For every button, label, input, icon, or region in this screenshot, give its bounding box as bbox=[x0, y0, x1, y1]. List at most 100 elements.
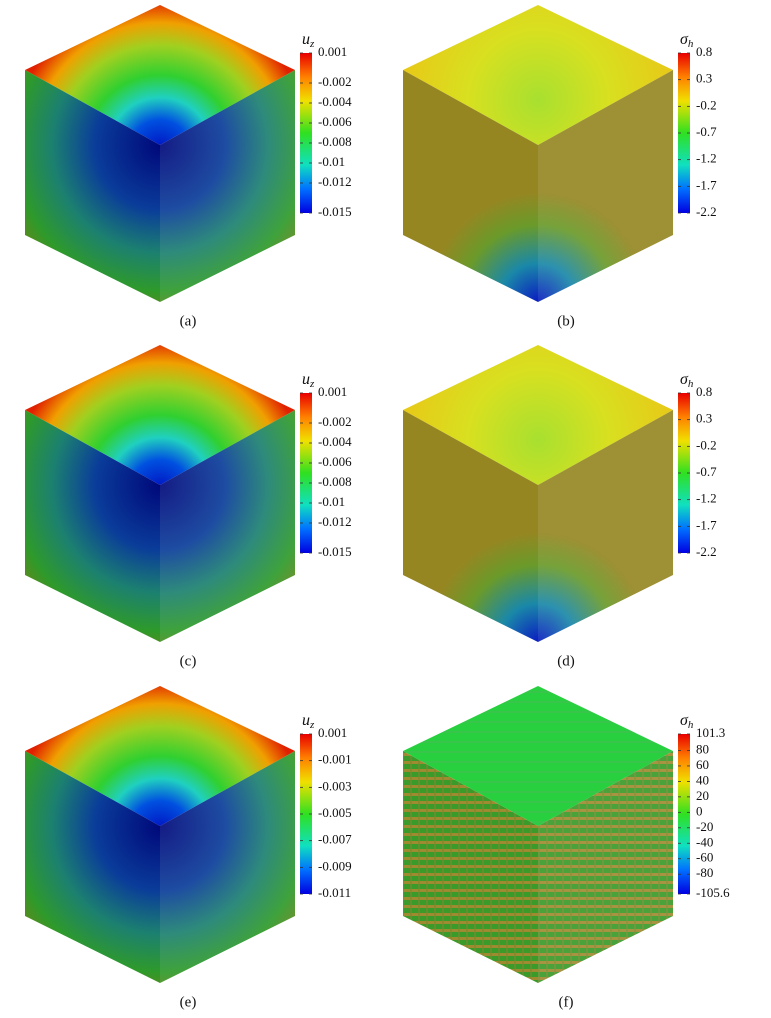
cube-top bbox=[25, 345, 295, 485]
tick-label: -0.7 bbox=[696, 464, 717, 479]
subscript: z bbox=[309, 378, 315, 390]
tick-label: 0.8 bbox=[696, 384, 712, 399]
symbol: σ bbox=[680, 371, 689, 388]
tick-label: 80 bbox=[696, 741, 709, 756]
cube-left bbox=[25, 410, 160, 642]
colorbar bbox=[300, 393, 312, 553]
tick-label: -0.015 bbox=[318, 544, 352, 559]
cube-right bbox=[538, 410, 673, 642]
tick-label: -0.006 bbox=[318, 114, 352, 129]
tick-label: -2.2 bbox=[696, 544, 717, 559]
tick-label: -0.007 bbox=[318, 832, 352, 847]
caption: (c) bbox=[180, 653, 197, 669]
cube-right bbox=[160, 70, 295, 302]
colorbar-title: σh bbox=[680, 371, 694, 390]
tick-label: 0.8 bbox=[696, 44, 712, 59]
cube-top bbox=[25, 686, 295, 826]
tick-label: -0.2 bbox=[696, 437, 717, 452]
tick-label: -0.002 bbox=[318, 414, 352, 429]
tick-label: -0.2 bbox=[696, 97, 717, 112]
tick-label: -0.003 bbox=[318, 778, 352, 793]
tick-label: 40 bbox=[696, 772, 709, 787]
tick-label: -0.008 bbox=[318, 474, 352, 489]
cube-top bbox=[403, 345, 673, 485]
symbol: σ bbox=[680, 712, 689, 729]
tick-label: -0.011 bbox=[318, 885, 351, 900]
cube-right bbox=[538, 70, 673, 302]
cube-right bbox=[538, 751, 673, 983]
colorbar-title: σh bbox=[680, 712, 694, 731]
cube-top bbox=[403, 686, 673, 826]
panel: σh0.8 0.3 -0.2 -0.7 -1.2 -1.7 -2.2 (d) bbox=[403, 345, 717, 669]
tick-label: 101.3 bbox=[696, 725, 725, 740]
cube-right bbox=[160, 410, 295, 642]
tick-label: -1.2 bbox=[696, 491, 717, 506]
colorbar bbox=[678, 393, 690, 553]
tick-label: -40 bbox=[696, 834, 713, 849]
tick-label: -0.01 bbox=[318, 494, 345, 509]
tick-label: -0.004 bbox=[318, 94, 352, 109]
tick-label: -105.6 bbox=[696, 885, 730, 900]
colorbar-title: uz bbox=[302, 371, 315, 390]
tick-label: -1.7 bbox=[696, 177, 717, 192]
tick-label: -0.01 bbox=[318, 154, 345, 169]
tick-label: -0.012 bbox=[318, 514, 352, 529]
tick-label: -0.005 bbox=[318, 805, 352, 820]
colorbar-title: uz bbox=[302, 712, 315, 731]
tick-label: -60 bbox=[696, 850, 713, 865]
cube-left bbox=[403, 751, 538, 983]
colorbar-title: uz bbox=[302, 31, 315, 50]
symbol: σ bbox=[680, 31, 689, 48]
cube-left bbox=[25, 70, 160, 302]
tick-label: -1.7 bbox=[696, 517, 717, 532]
tick-label: 0.001 bbox=[318, 384, 347, 399]
tick-label: -2.2 bbox=[696, 204, 717, 219]
cube-top bbox=[25, 5, 295, 145]
caption: (f) bbox=[559, 994, 574, 1010]
colorbar bbox=[678, 734, 690, 894]
subscript: z bbox=[309, 719, 315, 731]
tick-label: -80 bbox=[696, 865, 713, 880]
cube-left bbox=[403, 70, 538, 302]
tick-label: -0.012 bbox=[318, 174, 352, 189]
cube-right bbox=[160, 751, 295, 983]
tick-label: 20 bbox=[696, 788, 709, 803]
subscript: h bbox=[688, 38, 694, 50]
tick-label: 60 bbox=[696, 757, 709, 772]
colorbar bbox=[300, 734, 312, 894]
caption: (b) bbox=[557, 313, 575, 329]
tick-label: -0.004 bbox=[318, 434, 352, 449]
panel: uz0.001 -0.001 -0.003 -0.005 -0.007 -0.009 -0.… bbox=[25, 686, 352, 1010]
symbol: u bbox=[302, 712, 310, 729]
symbol: u bbox=[302, 31, 310, 48]
tick-label: -0.002 bbox=[318, 74, 352, 89]
symbol: u bbox=[302, 371, 310, 388]
tick-label: 0.001 bbox=[318, 725, 347, 740]
subscript: h bbox=[688, 719, 694, 731]
tick-label: -0.015 bbox=[318, 204, 352, 219]
colorbar-title: σh bbox=[680, 31, 694, 50]
caption: (a) bbox=[180, 313, 197, 329]
cube-top bbox=[403, 5, 673, 145]
panel: uz0.001 -0.002 -0.004 -0.006 -0.008 -0.01 -0.0… bbox=[25, 5, 352, 329]
panel: σh0.8 0.3 -0.2 -0.7 -1.2 -1.7 -2.2 (b) bbox=[403, 5, 717, 329]
subscript: z bbox=[309, 38, 315, 50]
tick-label: -0.7 bbox=[696, 124, 717, 139]
tick-label: -0.006 bbox=[318, 454, 352, 469]
caption: (d) bbox=[557, 653, 575, 669]
tick-label: -20 bbox=[696, 819, 713, 834]
tick-label: -0.009 bbox=[318, 858, 352, 873]
tick-label: -1.2 bbox=[696, 151, 717, 166]
tick-label: 0.001 bbox=[318, 44, 347, 59]
tick-label: -0.008 bbox=[318, 134, 352, 149]
colorbar bbox=[300, 53, 312, 213]
tick-label: 0.3 bbox=[696, 71, 712, 86]
tick-label: 0.3 bbox=[696, 411, 712, 426]
caption: (e) bbox=[180, 994, 197, 1010]
cube-left bbox=[403, 410, 538, 642]
tick-label: -0.001 bbox=[318, 752, 352, 767]
cube-left bbox=[25, 751, 160, 983]
